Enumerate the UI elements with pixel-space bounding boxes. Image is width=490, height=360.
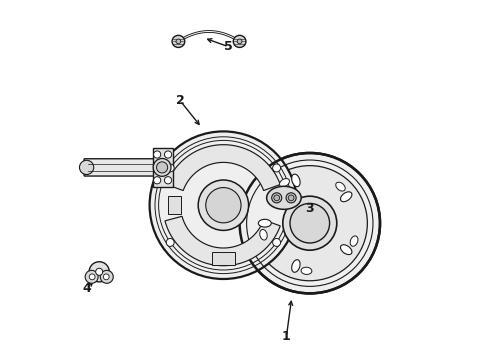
Circle shape bbox=[165, 177, 172, 184]
Bar bbox=[168, 196, 181, 214]
Ellipse shape bbox=[258, 219, 271, 227]
Circle shape bbox=[157, 162, 168, 173]
Circle shape bbox=[153, 177, 161, 184]
FancyBboxPatch shape bbox=[84, 159, 154, 176]
Ellipse shape bbox=[341, 192, 352, 202]
Ellipse shape bbox=[301, 267, 312, 274]
Circle shape bbox=[176, 39, 181, 44]
Text: 2: 2 bbox=[176, 94, 185, 107]
Ellipse shape bbox=[292, 174, 300, 187]
Circle shape bbox=[286, 193, 296, 203]
Circle shape bbox=[240, 153, 380, 293]
Circle shape bbox=[85, 270, 98, 283]
Circle shape bbox=[165, 151, 172, 158]
Bar bbox=[212, 252, 235, 265]
Circle shape bbox=[149, 131, 297, 279]
Circle shape bbox=[79, 160, 94, 175]
Polygon shape bbox=[167, 145, 280, 190]
Circle shape bbox=[271, 193, 282, 203]
Circle shape bbox=[89, 262, 109, 282]
Circle shape bbox=[103, 274, 109, 280]
Ellipse shape bbox=[350, 236, 358, 246]
Circle shape bbox=[237, 39, 242, 44]
Circle shape bbox=[153, 158, 171, 176]
Circle shape bbox=[288, 195, 294, 201]
Circle shape bbox=[198, 180, 248, 230]
Ellipse shape bbox=[233, 35, 246, 48]
Ellipse shape bbox=[279, 179, 290, 187]
Ellipse shape bbox=[341, 245, 352, 255]
Circle shape bbox=[166, 238, 174, 246]
Circle shape bbox=[272, 238, 281, 246]
Circle shape bbox=[283, 196, 337, 250]
Ellipse shape bbox=[336, 182, 345, 191]
Ellipse shape bbox=[260, 229, 267, 240]
Ellipse shape bbox=[172, 35, 185, 48]
Circle shape bbox=[252, 166, 368, 281]
Text: 4: 4 bbox=[82, 282, 91, 294]
Text: 1: 1 bbox=[282, 330, 291, 343]
Circle shape bbox=[166, 164, 174, 172]
Circle shape bbox=[272, 164, 281, 172]
Text: 3: 3 bbox=[305, 202, 314, 215]
Bar bbox=[153, 148, 173, 187]
Ellipse shape bbox=[292, 260, 300, 272]
Polygon shape bbox=[165, 216, 280, 266]
Circle shape bbox=[153, 151, 161, 158]
Ellipse shape bbox=[267, 186, 301, 210]
Circle shape bbox=[206, 188, 241, 223]
Circle shape bbox=[96, 268, 103, 275]
Circle shape bbox=[100, 270, 113, 283]
Circle shape bbox=[290, 203, 330, 243]
Circle shape bbox=[89, 274, 95, 280]
Text: 5: 5 bbox=[224, 40, 233, 53]
Circle shape bbox=[274, 195, 280, 201]
